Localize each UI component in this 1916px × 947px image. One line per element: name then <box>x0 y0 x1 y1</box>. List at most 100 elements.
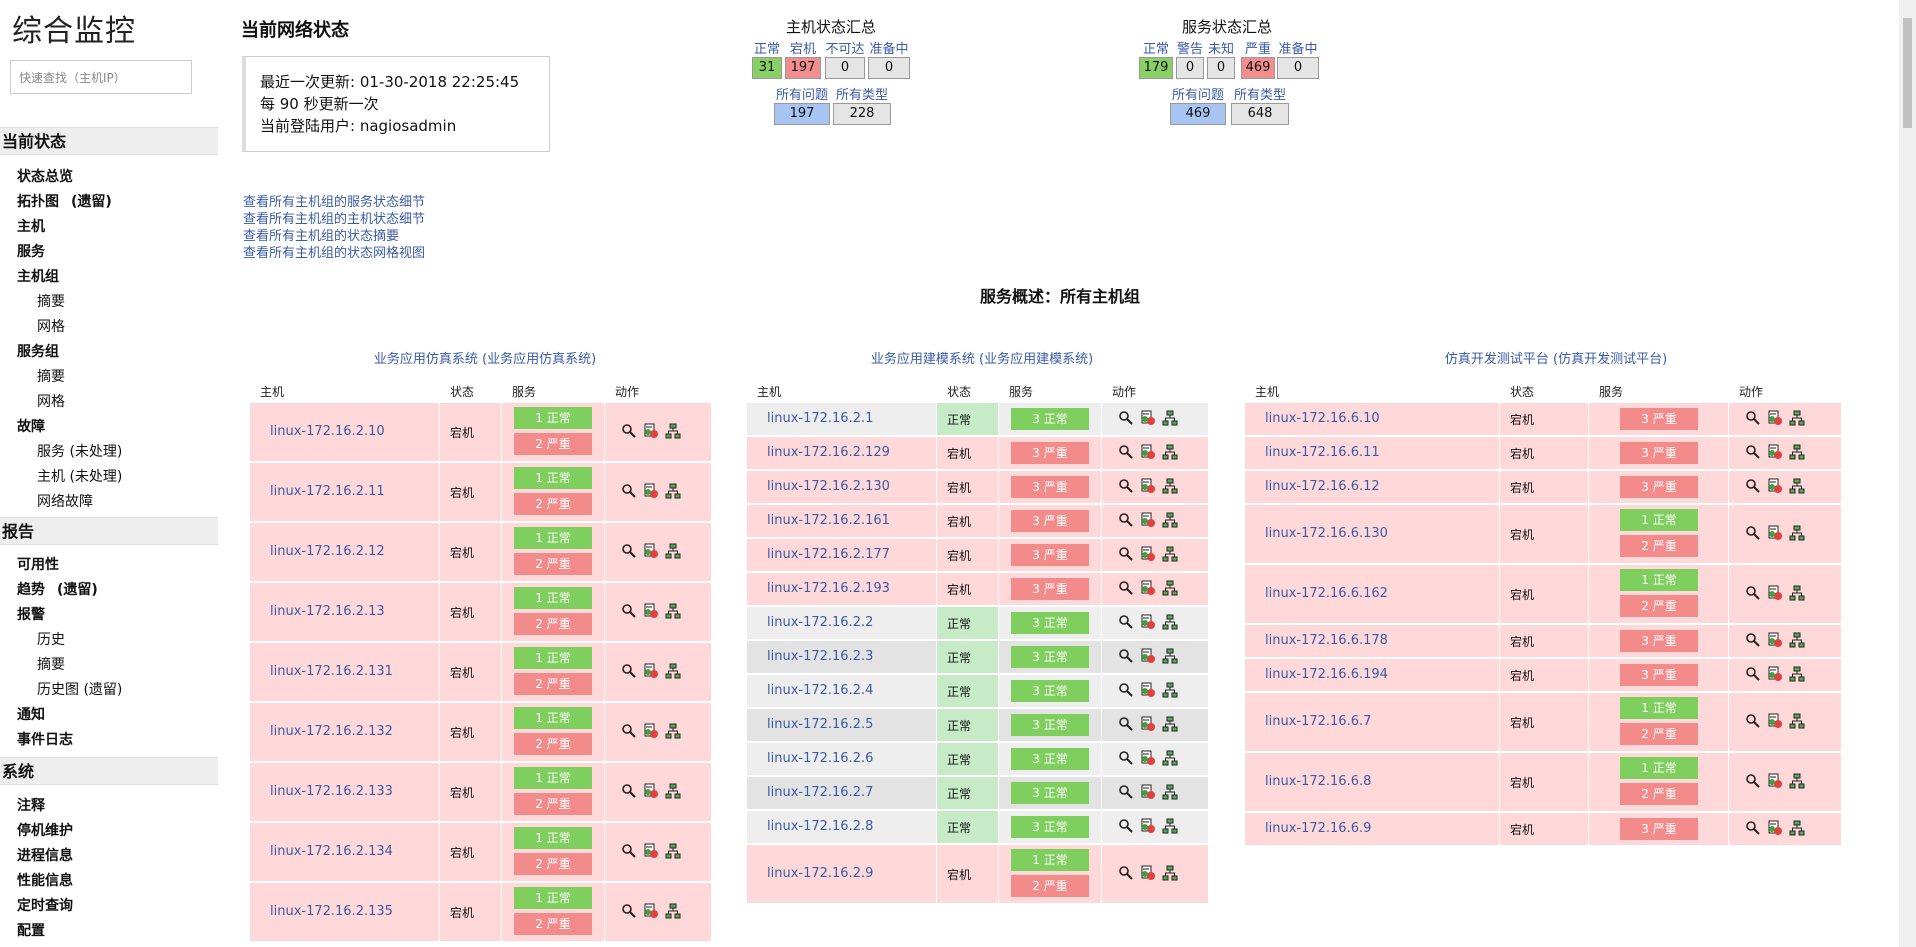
sidebar-item[interactable]: 报警 <box>17 604 45 624</box>
host-link[interactable]: linux-172.16.2.135 <box>270 904 393 919</box>
service-critical-count[interactable]: 2 严重 <box>514 793 592 815</box>
service-ok-count[interactable]: 1 正常 <box>1620 569 1698 591</box>
network-map-icon[interactable] <box>1789 666 1805 682</box>
magnifier-icon[interactable] <box>1745 444 1761 460</box>
service-critical-count[interactable]: 2 严重 <box>514 913 592 935</box>
service-ok-count[interactable]: 1 正常 <box>1620 757 1698 779</box>
host-link[interactable]: linux-172.16.2.161 <box>767 513 890 528</box>
sidebar-item[interactable]: 进程信息 <box>17 845 73 865</box>
service-critical-count[interactable]: 3 严重 <box>1620 630 1698 652</box>
host-link[interactable]: linux-172.16.2.5 <box>767 717 874 732</box>
magnifier-icon[interactable] <box>621 483 637 499</box>
sidebar-section-header[interactable]: 系统 <box>0 757 218 785</box>
sidebar-item[interactable]: 服务 (未处理) <box>37 441 122 461</box>
host-link[interactable]: linux-172.16.2.10 <box>270 424 385 439</box>
host-link[interactable]: linux-172.16.2.12 <box>270 544 385 559</box>
service-ok-count[interactable]: 1 正常 <box>514 647 592 669</box>
service-critical-count[interactable]: 2 严重 <box>514 553 592 575</box>
sidebar-item[interactable]: 主机组 <box>17 266 59 286</box>
magnifier-icon[interactable] <box>1745 820 1761 836</box>
service-summary-count[interactable]: 648 <box>1231 103 1289 125</box>
host-link[interactable]: linux-172.16.6.194 <box>1265 667 1388 682</box>
service-ok-count[interactable]: 3 正常 <box>1011 748 1089 770</box>
network-map-icon[interactable] <box>1789 410 1805 426</box>
sidebar-item[interactable]: 历史图 (遗留) <box>37 679 122 699</box>
host-link[interactable]: linux-172.16.6.178 <box>1265 633 1388 648</box>
magnifier-icon[interactable] <box>1745 410 1761 426</box>
network-map-icon[interactable] <box>665 723 681 739</box>
service-critical-count[interactable]: 2 严重 <box>514 433 592 455</box>
hostgroup-view-link[interactable]: 查看所有主机组的主机状态细节 <box>243 212 426 227</box>
network-map-icon[interactable] <box>1162 750 1178 766</box>
magnifier-icon[interactable] <box>1745 666 1761 682</box>
magnifier-icon[interactable] <box>1118 716 1134 732</box>
service-ok-count[interactable]: 1 正常 <box>1011 849 1089 871</box>
host-link[interactable]: linux-172.16.2.131 <box>270 664 393 679</box>
host-summary-count[interactable]: 0 <box>868 57 910 79</box>
host-link[interactable]: linux-172.16.6.12 <box>1265 479 1380 494</box>
host-detail-icon[interactable] <box>1140 580 1156 596</box>
host-detail-icon[interactable] <box>1140 512 1156 528</box>
service-summary-count[interactable]: 469 <box>1170 103 1226 125</box>
sidebar-item[interactable]: 网格 <box>37 391 65 411</box>
service-ok-count[interactable]: 3 正常 <box>1011 408 1089 430</box>
network-map-icon[interactable] <box>665 663 681 679</box>
service-summary-count[interactable]: 0 <box>1207 57 1235 79</box>
host-link[interactable]: linux-172.16.2.9 <box>767 866 874 881</box>
sidebar-item[interactable]: 网格 <box>37 316 65 336</box>
service-summary-label[interactable]: 正常 <box>1142 42 1169 57</box>
sidebar-item[interactable]: 网络故障 <box>37 491 93 511</box>
service-summary-label[interactable]: 警告 <box>1176 42 1203 57</box>
host-detail-icon[interactable] <box>1140 546 1156 562</box>
magnifier-icon[interactable] <box>621 543 637 559</box>
sidebar-item[interactable]: 拓扑图 (遗留) <box>17 191 112 211</box>
sidebar-item[interactable]: 主机 (未处理) <box>37 466 122 486</box>
service-critical-count[interactable]: 2 严重 <box>1011 875 1089 897</box>
service-ok-count[interactable]: 1 正常 <box>1620 697 1698 719</box>
magnifier-icon[interactable] <box>1118 818 1134 834</box>
host-detail-icon[interactable] <box>1140 716 1156 732</box>
host-link[interactable]: linux-172.16.2.11 <box>270 484 385 499</box>
host-detail-icon[interactable] <box>643 903 659 919</box>
sidebar-item[interactable]: 摘要 <box>37 366 65 386</box>
network-map-icon[interactable] <box>1162 716 1178 732</box>
service-critical-count[interactable]: 3 严重 <box>1620 408 1698 430</box>
magnifier-icon[interactable] <box>1118 865 1134 881</box>
hostgroup-title[interactable]: 业务应用建模系统 (业务应用建模系统) <box>870 352 1094 367</box>
host-detail-icon[interactable] <box>1140 478 1156 494</box>
sidebar-item[interactable]: 注释 <box>17 795 45 815</box>
network-map-icon[interactable] <box>1789 444 1805 460</box>
network-map-icon[interactable] <box>1162 444 1178 460</box>
service-ok-count[interactable]: 3 正常 <box>1011 680 1089 702</box>
magnifier-icon[interactable] <box>1118 580 1134 596</box>
service-critical-count[interactable]: 3 严重 <box>1011 544 1089 566</box>
network-map-icon[interactable] <box>1162 648 1178 664</box>
host-summary-label[interactable]: 准备中 <box>869 42 909 57</box>
network-map-icon[interactable] <box>1789 820 1805 836</box>
host-summary-count[interactable]: 197 <box>785 57 821 79</box>
host-detail-icon[interactable] <box>1767 444 1783 460</box>
network-map-icon[interactable] <box>665 543 681 559</box>
network-map-icon[interactable] <box>1789 525 1805 541</box>
host-link[interactable]: linux-172.16.2.130 <box>767 479 890 494</box>
service-ok-count[interactable]: 1 正常 <box>514 707 592 729</box>
host-link[interactable]: linux-172.16.6.130 <box>1265 526 1388 541</box>
host-link[interactable]: linux-172.16.2.4 <box>767 683 874 698</box>
host-detail-icon[interactable] <box>1767 632 1783 648</box>
magnifier-icon[interactable] <box>1745 773 1761 789</box>
network-map-icon[interactable] <box>1789 632 1805 648</box>
sidebar-item[interactable]: 趋势 (遗留) <box>17 579 98 599</box>
host-detail-icon[interactable] <box>1140 784 1156 800</box>
host-summary-count[interactable]: 197 <box>774 103 830 125</box>
sidebar-item[interactable]: 停机维护 <box>17 820 73 840</box>
hostgroup-view-link[interactable]: 查看所有主机组的状态网格视图 <box>243 246 426 261</box>
sidebar-item[interactable]: 定时查询 <box>17 895 73 915</box>
hostgroup-view-link[interactable]: 查看所有主机组的服务状态细节 <box>243 195 426 210</box>
host-detail-icon[interactable] <box>1140 614 1156 630</box>
magnifier-icon[interactable] <box>1745 525 1761 541</box>
host-detail-icon[interactable] <box>1767 773 1783 789</box>
host-detail-icon[interactable] <box>1140 410 1156 426</box>
service-critical-count[interactable]: 2 严重 <box>514 733 592 755</box>
host-link[interactable]: linux-172.16.2.2 <box>767 615 874 630</box>
service-summary-label[interactable]: 严重 <box>1244 42 1271 57</box>
